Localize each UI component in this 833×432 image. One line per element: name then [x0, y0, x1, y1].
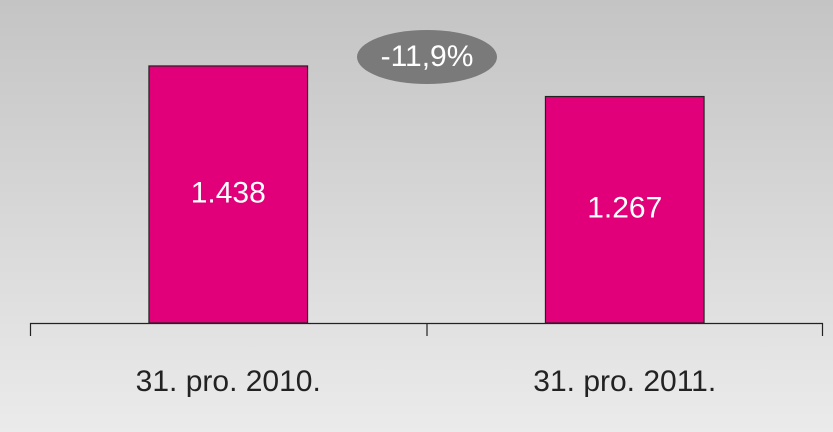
x-tick-label: 31. pro. 2010.: [136, 365, 321, 398]
annotation-badge: [357, 30, 497, 84]
bar: [148, 65, 309, 324]
x-tick-label: 31. pro. 2011.: [533, 365, 716, 398]
value-label: 1.267: [587, 192, 662, 225]
annotation: -11,9%: [381, 40, 474, 73]
bar: [544, 95, 705, 324]
value-label: 1.438: [191, 176, 266, 209]
